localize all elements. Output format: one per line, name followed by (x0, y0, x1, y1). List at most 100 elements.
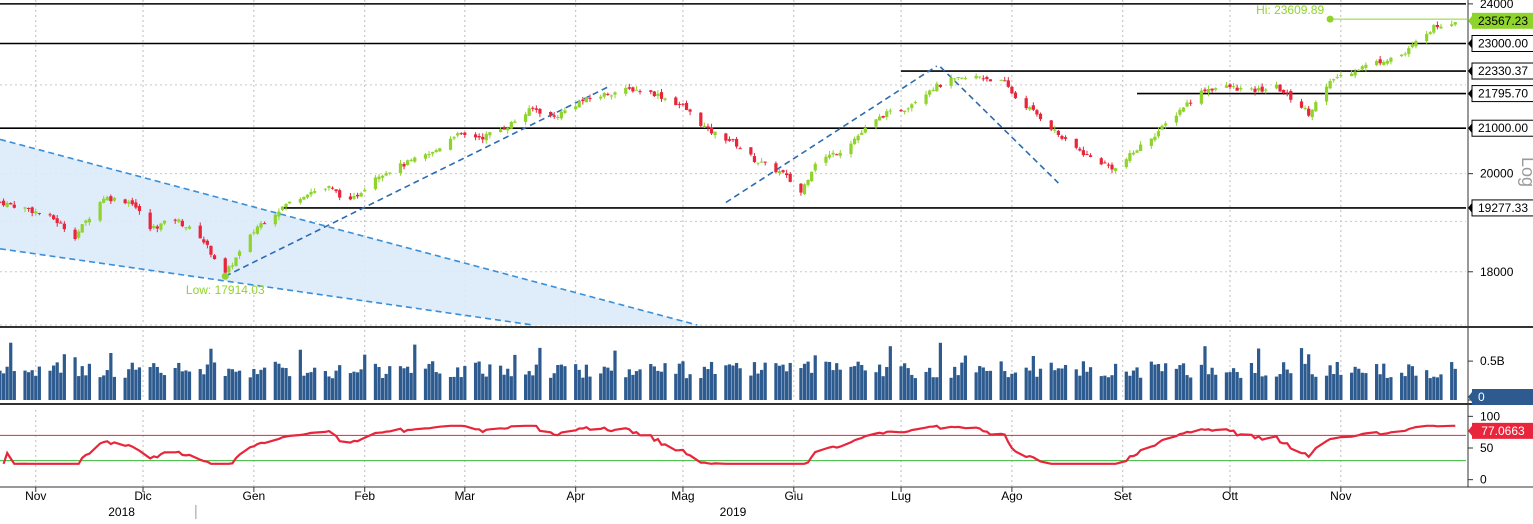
candle-body (949, 77, 953, 86)
candle-body (1364, 64, 1368, 68)
volume-bar (1206, 374, 1211, 400)
candle-body (1428, 32, 1432, 34)
candle-body (903, 110, 907, 113)
candle-body (184, 227, 188, 229)
candle-body (1, 200, 6, 206)
volume-bar (137, 367, 142, 400)
x-tick-label-gen: Gen (243, 489, 266, 503)
volume-bar (734, 363, 739, 400)
volume-bar (377, 367, 381, 400)
rsi-badge-pointer (1468, 425, 1472, 436)
volume-bar (1049, 362, 1053, 400)
candle-body (638, 91, 642, 93)
candle-body (706, 126, 710, 128)
candle-body (935, 83, 939, 92)
candle-body (502, 128, 506, 130)
volume-bar (1432, 376, 1436, 400)
candle-body (109, 196, 113, 202)
candle-body (1282, 89, 1286, 93)
candle-body (1360, 66, 1364, 70)
volume-bar (313, 367, 317, 400)
candle-body (463, 132, 467, 135)
candle-body (434, 150, 438, 153)
volume-bar (563, 366, 567, 400)
volume-bar (960, 362, 964, 400)
candle-body (452, 137, 456, 139)
candle-body (724, 133, 728, 141)
volume-bar (1181, 363, 1186, 400)
candle-body (488, 132, 492, 136)
candle-body (1149, 138, 1153, 147)
candle-body (1382, 61, 1386, 65)
last-price-badge (1472, 12, 1533, 29)
candle-body (1113, 168, 1118, 171)
candle-body (1056, 130, 1060, 136)
candle-body (73, 229, 77, 240)
candle-body (759, 161, 764, 163)
volume-bar (1185, 375, 1189, 400)
candle-body (727, 139, 732, 141)
candle-body (48, 214, 52, 216)
candle-body (1435, 24, 1440, 28)
volume-bar (109, 352, 113, 400)
volume-bar (1199, 364, 1204, 400)
candle-body (960, 77, 964, 79)
volume-bar (1003, 371, 1007, 400)
volume-bar (1214, 374, 1218, 400)
volume-bar (1307, 354, 1311, 400)
volume-bar (1360, 372, 1364, 400)
candle-body (473, 134, 478, 138)
volume-bar (1332, 374, 1336, 400)
candle-body (87, 218, 91, 223)
volume-bar (549, 377, 553, 400)
candle-body (677, 103, 681, 105)
volume-bar (1339, 374, 1343, 400)
candle-body (155, 226, 159, 229)
annotations: 23567.23 Hi: 23609.89 Low: 17914.03 0 77.066… (186, 3, 1533, 439)
candle-body (134, 202, 138, 208)
volume-bar (877, 364, 882, 400)
volume-bar (202, 374, 206, 400)
volume-bar (552, 373, 556, 400)
x-tick-label-mar: Mar (454, 489, 475, 503)
volume-bar (1328, 365, 1332, 400)
candle-body (380, 175, 385, 178)
candle-body (674, 97, 678, 106)
volume-bar (1081, 361, 1086, 400)
volume-bar (681, 361, 685, 400)
last-price-pointer (1468, 15, 1472, 26)
candle-body (1310, 109, 1314, 118)
candle-body (1314, 102, 1318, 112)
candle-body (1088, 155, 1093, 157)
level-badge-pointer (1468, 88, 1472, 99)
candle-body (506, 128, 510, 131)
candle-body (1385, 60, 1389, 64)
volume-bar (252, 368, 256, 400)
candle-body (649, 90, 653, 92)
volume-bar (1074, 369, 1078, 400)
volume-bar (1135, 367, 1139, 400)
candle-body (105, 197, 109, 201)
candle-body (173, 219, 177, 221)
candle-body (80, 224, 84, 233)
volume-bar (1239, 377, 1243, 400)
rsi-panel (0, 424, 1466, 465)
x-tick-label-mag: Mag (671, 489, 694, 503)
candle-body (406, 160, 410, 165)
candle-body (1339, 74, 1343, 76)
volume-bar (799, 368, 803, 400)
high-label: Hi: 23609.89 (1256, 3, 1324, 17)
volume-bar (1031, 356, 1035, 400)
volume-bar (577, 369, 581, 400)
volume-bar (1038, 368, 1043, 400)
volume-bar (162, 375, 167, 400)
volume-bar (255, 374, 260, 400)
candle-body (1264, 89, 1268, 91)
volume-bar (431, 361, 435, 400)
volume-bar (913, 378, 917, 400)
candle-body (123, 199, 127, 204)
trendline-3 (224, 86, 609, 277)
candle-body (248, 234, 252, 252)
